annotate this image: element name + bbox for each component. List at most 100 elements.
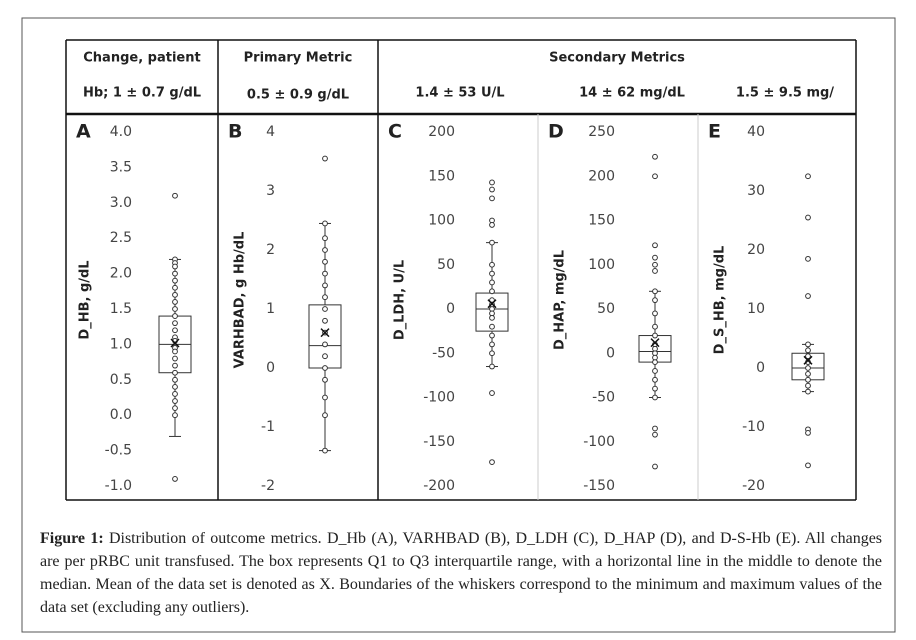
data-point [652, 173, 658, 180]
data-point [172, 405, 178, 412]
data-point [805, 341, 811, 348]
y-tick-label: 2.0 [110, 266, 132, 282]
header: 1.5 ± 9.5 mg/ [736, 86, 834, 101]
y-tick-label: 0.0 [110, 407, 132, 423]
y-tick-label: 150 [588, 213, 615, 229]
y-tick-label: 1.5 [110, 301, 132, 317]
data-point [489, 179, 495, 186]
data-point [489, 239, 495, 246]
y-tick-label: -150 [583, 478, 615, 494]
data-point [652, 254, 658, 261]
caption: Figure 1: Distribution of outcome metric… [40, 527, 882, 619]
y-axis-label: D_S_HB, mg/dL [713, 246, 728, 355]
header: Secondary Metrics [549, 51, 685, 66]
data-point [322, 282, 328, 289]
data-point [652, 431, 658, 438]
y-tick-label: 20 [747, 242, 765, 258]
data-point [652, 376, 658, 383]
y-tick-label: 3.0 [110, 195, 132, 211]
y-tick-label: 0.5 [110, 372, 132, 388]
header: 0.5 ± 0.9 g/dL [247, 88, 349, 103]
y-tick-label: 0 [756, 360, 765, 376]
data-point [805, 430, 811, 436]
y-tick-label: 0 [446, 301, 455, 317]
data-point [322, 155, 328, 162]
data-point [489, 341, 495, 348]
data-point [172, 327, 178, 334]
panel-letter: B [228, 121, 242, 143]
data-point [489, 222, 495, 228]
mean-marker [487, 299, 497, 309]
y-tick-label: 250 [588, 124, 615, 140]
data-point [489, 261, 495, 268]
header: Hb; 1 ± 0.7 g/dL [83, 86, 201, 101]
data-point [652, 385, 658, 392]
panel-letter: A [76, 121, 91, 143]
data-point [322, 317, 328, 324]
data-point [322, 270, 328, 277]
header: Primary Metric [244, 51, 353, 66]
data-point [172, 306, 178, 312]
data-point [652, 242, 658, 249]
frame [21, 17, 896, 633]
data-point [172, 376, 178, 383]
data-point [172, 369, 178, 376]
data-point [489, 279, 495, 286]
y-axis-label: D_LDH, U/L [393, 260, 408, 340]
data-point [172, 313, 178, 319]
data-point [322, 412, 328, 419]
y-tick-label: -50 [592, 390, 615, 406]
y-tick-label: 2.5 [110, 230, 132, 246]
y-tick-label: -150 [423, 434, 455, 450]
mean-marker [320, 328, 330, 338]
data-point [652, 394, 658, 401]
data-point [172, 391, 178, 397]
data-point [172, 476, 178, 482]
mean-marker [803, 355, 813, 365]
y-tick-label: -200 [423, 478, 455, 494]
y-tick-label: 50 [437, 257, 455, 273]
table-lines [65, 39, 857, 501]
data-point [489, 314, 495, 321]
y-tick-label: 50 [597, 301, 615, 317]
data-point [652, 425, 658, 432]
data-point [489, 390, 495, 396]
data-point [652, 323, 658, 330]
data-point [489, 195, 495, 202]
y-tick-label: 4 [266, 124, 275, 140]
y-tick-label: -10 [742, 419, 765, 435]
data-point [652, 288, 658, 295]
data-point [805, 376, 811, 383]
data-point [172, 383, 178, 390]
data-point [652, 332, 658, 339]
data-point [172, 284, 178, 291]
data-point [805, 353, 811, 360]
data-point [322, 394, 328, 401]
data-point [322, 353, 328, 360]
data-point [172, 320, 178, 327]
data-point [322, 447, 328, 454]
y-tick-label: -1.0 [105, 478, 132, 494]
data-point [322, 341, 328, 348]
data-point [172, 291, 178, 298]
data-point [172, 412, 178, 419]
mean-marker [170, 338, 180, 348]
y-tick-label: 30 [747, 183, 765, 199]
data-point [172, 362, 178, 369]
data-point [652, 359, 658, 366]
panel-letter: D [548, 121, 564, 143]
data-point [805, 382, 811, 389]
data-point [489, 363, 495, 370]
y-tick-label: 100 [588, 257, 615, 273]
data-point [172, 355, 178, 362]
data-point [805, 365, 811, 371]
data-point [652, 463, 658, 470]
y-tick-label: 10 [747, 301, 765, 317]
panel-letter: C [388, 121, 402, 143]
caption-text: Distribution of outcome metrics. D_Hb (A… [40, 530, 883, 616]
y-axis-label: D_HAP, mg/dL [553, 250, 568, 350]
panel-letter: E [708, 121, 721, 143]
data-point [805, 173, 811, 180]
